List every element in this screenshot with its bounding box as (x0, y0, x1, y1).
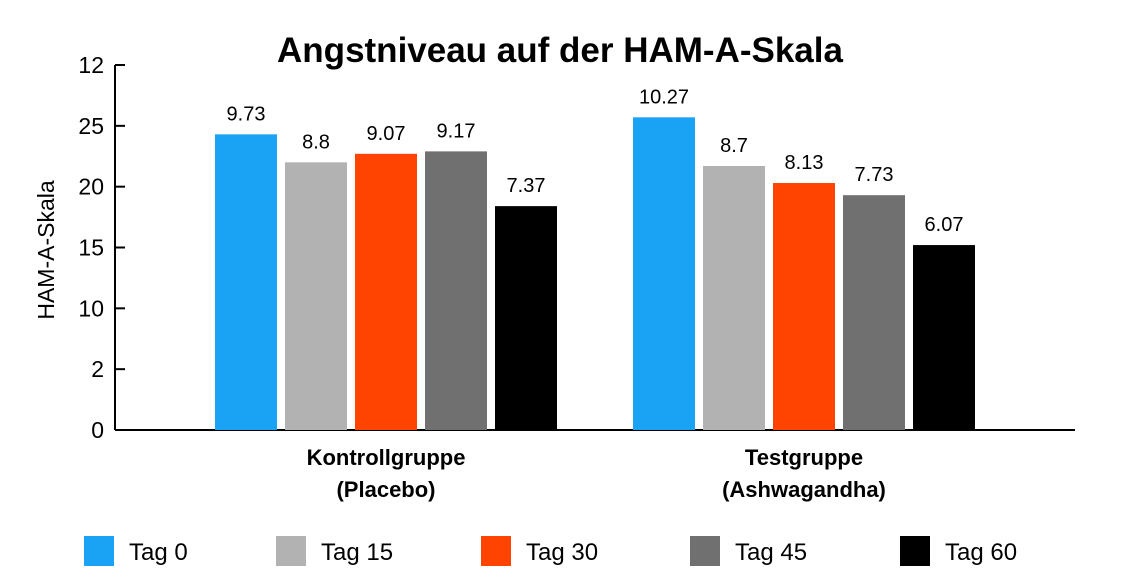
bar-value-label: 8.13 (785, 152, 824, 174)
bar (843, 195, 905, 430)
legend-swatch (276, 536, 306, 566)
bar (285, 162, 347, 431)
legend-swatch (690, 536, 720, 566)
bar-value-label: 10.27 (639, 86, 689, 108)
bar (425, 151, 487, 430)
legend-label: Tag 60 (945, 539, 1017, 566)
bar-value-label: 8.8 (302, 131, 330, 153)
category-sublabel: (Placebo) (336, 477, 435, 502)
bar-value-label: 7.73 (855, 164, 894, 186)
legend-swatch (481, 536, 511, 566)
category-sublabel: (Ashwagandha) (722, 477, 886, 502)
bar-value-label: 6.07 (925, 214, 964, 236)
bar (355, 153, 417, 431)
y-axis-label: HAM-A-Skala (33, 180, 59, 320)
y-tick-label: 2 (91, 356, 104, 382)
chart-title: Angstniveau auf der HAM-A-Skala (277, 31, 843, 70)
category-label: Testgruppe (745, 445, 863, 470)
bar-value-label: 7.37 (507, 175, 546, 197)
y-tick-label: 20 (78, 174, 104, 200)
legend: Tag 0 Tag 15 Tag 30 Tag 45 Tag 60 (84, 536, 1017, 566)
y-tick-label: 25 (78, 113, 104, 139)
y-tick-label: 10 (78, 295, 104, 321)
y-tick-label: 15 (78, 235, 104, 261)
bar (495, 206, 557, 430)
y-tick-label: 12 (78, 52, 104, 78)
bar (913, 245, 975, 430)
bar-value-label: 9.07 (367, 123, 406, 145)
bar-value-label: 9.17 (437, 120, 476, 142)
legend-swatch (900, 536, 930, 566)
bar (215, 134, 277, 430)
bar (773, 183, 835, 430)
y-tick-label: 0 (91, 417, 104, 443)
legend-label: Tag 45 (735, 539, 807, 566)
legend-swatch (84, 536, 114, 566)
legend-label: Tag 0 (129, 539, 188, 566)
legend-label: Tag 30 (526, 539, 598, 566)
legend-label: Tag 15 (321, 539, 393, 566)
category-label: Kontrollgruppe (307, 445, 466, 470)
bars: 9.73 8.8 9.07 9.17 7.37 10.27 8.7 8.13 7.73 6.07 (215, 86, 975, 431)
bar (633, 117, 695, 431)
bar (703, 165, 765, 430)
category-labels: Kontrollgruppe (Placebo) Testgruppe (Ashwag… (307, 445, 886, 502)
bar-value-label: 8.7 (720, 135, 748, 157)
bar-value-label: 9.73 (227, 103, 266, 125)
